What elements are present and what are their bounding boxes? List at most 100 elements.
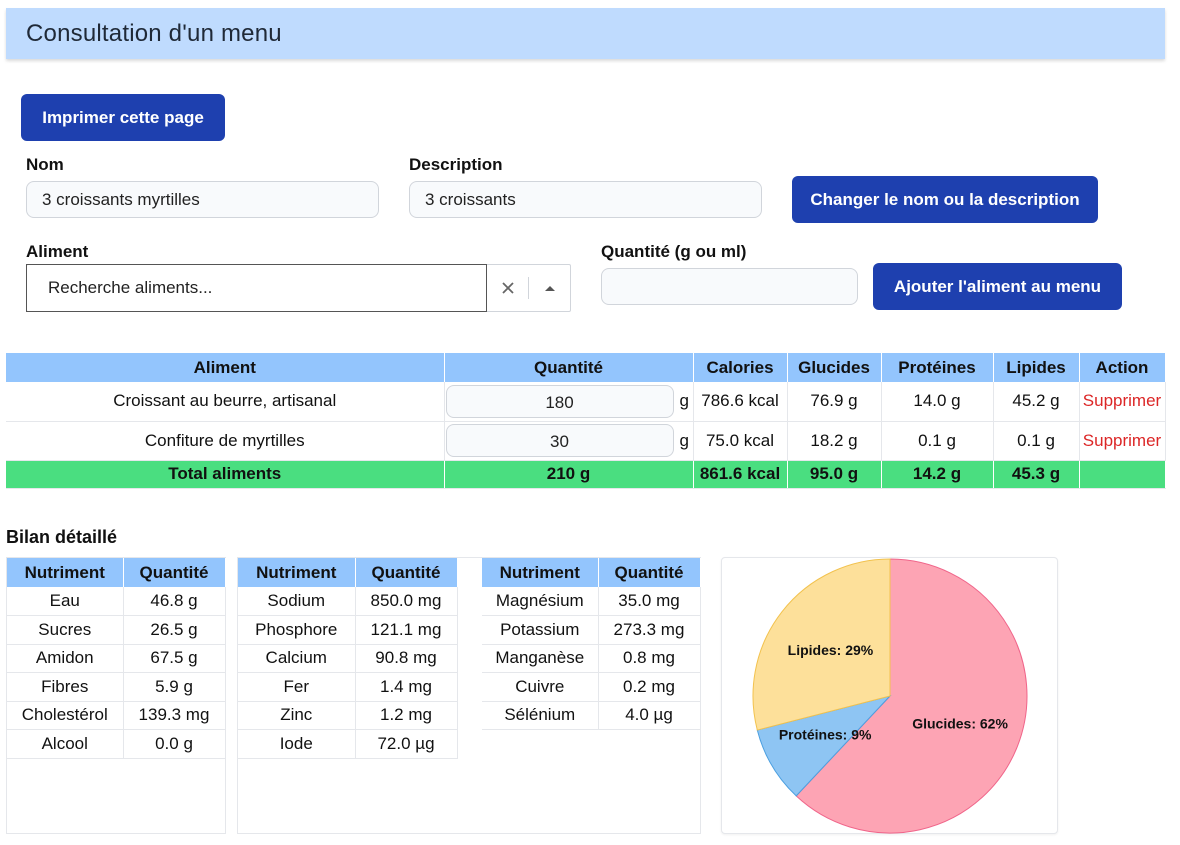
nutrient-quantity: 67.5 g [123, 644, 226, 673]
nutrient-name: Eau [7, 587, 124, 616]
nutrient-row: Calcium 90.8 mg [238, 644, 458, 673]
nutrient-row: Manganèse 0.8 mg [482, 644, 701, 673]
nutrient-row: Phosphore 121.1 mg [238, 615, 458, 645]
unit-label: g [679, 391, 689, 411]
name-label: Nom [26, 155, 64, 174]
nutrient-name: Alcool [7, 729, 124, 759]
nutrient-name: Zinc [238, 701, 356, 730]
nutrient-name: Iode [238, 729, 356, 759]
table-row: Croissant au beurre, artisanal 180 g 786… [6, 382, 1166, 422]
pie-svg: Glucides: 62% Protéines: 9% Lipides: 29% [752, 558, 1028, 834]
nutrient-row: Potassium 273.3 mg [482, 615, 701, 645]
pie-slice-glucides [795, 558, 1028, 834]
quantity-input[interactable]: 180 [445, 384, 674, 418]
nutrient-table-1: Nutriment Quantité Eau 46.8 g Sucres 26.5 g… [7, 558, 226, 759]
nutrient-quantity: 1.4 mg [355, 672, 458, 702]
delete-link[interactable]: Supprimer [1082, 430, 1162, 450]
glucides-cell: 18.2 g [787, 421, 882, 461]
nutrient-table-3: Nutriment Quantité Magnésium 35.0 mg Potas… [482, 558, 701, 730]
nutrient-quantity: 26.5 g [123, 615, 226, 645]
nutrient-quantity: 72.0 µg [355, 729, 458, 759]
nutrient-quantity: 850.0 mg [355, 587, 458, 616]
food-search-combobox[interactable]: Recherche aliments... [26, 264, 571, 312]
clear-icon[interactable] [487, 265, 528, 311]
nutrient-quantity: 46.8 g [123, 587, 226, 616]
table-row: Confiture de myrtilles 30 g 75.0 kcal 18… [6, 421, 1166, 461]
nutrient-name: Sélénium [482, 701, 599, 730]
delete-link[interactable]: Supprimer [1082, 391, 1162, 411]
column-header: Aliment [6, 353, 445, 382]
nutrient-row: Iode 72.0 µg [238, 729, 458, 759]
add-food-button[interactable]: Ajouter l'aliment au menu [873, 263, 1122, 310]
total-proteines: 14.2 g [881, 460, 994, 489]
nutrient-table-3-box: Nutriment Quantité Magnésium 35.0 mg Potas… [482, 558, 701, 730]
nutrient-name: Amidon [7, 644, 124, 673]
total-quantity: 210 g [444, 460, 694, 489]
food-search-input[interactable]: Recherche aliments... [26, 264, 488, 312]
total-glucides: 95.0 g [787, 460, 882, 489]
lipides-cell: 45.2 g [993, 382, 1080, 422]
chevron-up-icon[interactable] [529, 265, 570, 311]
nutrient-table-2: Nutriment Quantité Sodium 850.0 mg Phospho… [238, 558, 458, 759]
nutrient-name: Cuivre [482, 672, 599, 702]
calories-cell: 75.0 kcal [693, 421, 788, 461]
nutrient-name: Phosphore [238, 615, 356, 645]
nutrient-name: Sucres [7, 615, 124, 645]
food-name: Confiture de myrtilles [6, 421, 445, 461]
column-header: Glucides [787, 353, 882, 382]
nutrient-name: Sodium [238, 587, 356, 616]
nutrient-quantity: 0.8 mg [598, 644, 701, 673]
food-label: Aliment [26, 242, 89, 261]
total-lipides: 45.3 g [993, 460, 1080, 489]
food-name: Croissant au beurre, artisanal [6, 382, 445, 422]
column-header: Quantité [598, 558, 701, 587]
nutrient-row: Magnésium 35.0 mg [482, 587, 701, 616]
nutrient-row: Amidon 67.5 g [7, 644, 226, 673]
column-header: Nutriment [7, 558, 124, 587]
quantity-input[interactable]: 30 [445, 424, 674, 457]
nutrient-row: Fer 1.4 mg [238, 672, 458, 702]
column-header: Quantité [444, 353, 694, 382]
pie-label-proteines: Protéines: 9% [779, 726, 872, 742]
bilan-title: Bilan détaillé [6, 527, 118, 547]
lipides-cell: 0.1 g [993, 421, 1080, 461]
column-header: Nutriment [238, 558, 356, 587]
name-field[interactable]: 3 croissants myrtilles [26, 181, 379, 218]
unit-label: g [679, 430, 689, 450]
nutrient-quantity: 1.2 mg [355, 701, 458, 730]
proteines-cell: 0.1 g [881, 421, 994, 461]
menu-table: Aliment Quantité Calories Glucides Proté… [6, 353, 1166, 489]
pie-label-glucides: Glucides: 62% [912, 716, 1008, 732]
column-header: Quantité [123, 558, 226, 587]
nutrient-row: Sodium 850.0 mg [238, 587, 458, 616]
total-calories: 861.6 kcal [693, 460, 788, 489]
proteines-cell: 14.0 g [881, 382, 994, 422]
description-field[interactable]: 3 croissants [409, 181, 762, 218]
column-header: Protéines [881, 353, 994, 382]
nutrient-name: Calcium [238, 644, 356, 673]
glucides-cell: 76.9 g [787, 382, 882, 422]
nutrient-row: Cuivre 0.2 mg [482, 672, 701, 702]
total-row: Total aliments 210 g 861.6 kcal 95.0 g 1… [6, 460, 1166, 489]
change-name-description-button[interactable]: Changer le nom ou la description [792, 176, 1098, 223]
print-button[interactable]: Imprimer cette page [21, 94, 225, 141]
pie-label-lipides: Lipides: 29% [788, 642, 874, 658]
nutrient-row: Eau 46.8 g [7, 587, 226, 616]
column-header: Lipides [993, 353, 1080, 382]
column-header: Calories [693, 353, 788, 382]
column-header: Action [1079, 353, 1166, 382]
macro-pie-chart: Glucides: 62% Protéines: 9% Lipides: 29% [721, 557, 1058, 834]
nutrient-row: Fibres 5.9 g [7, 672, 226, 702]
column-header: Nutriment [482, 558, 599, 587]
nutrient-name: Cholestérol [7, 701, 124, 730]
nutrient-name: Potassium [482, 615, 599, 645]
nutrient-row: Alcool 0.0 g [7, 729, 226, 759]
total-label: Total aliments [6, 460, 445, 489]
nutrient-quantity: 4.0 µg [598, 701, 701, 730]
quantity-label: Quantité (g ou ml) [601, 242, 747, 261]
combo-separator [528, 277, 530, 299]
nutrient-row: Cholestérol 139.3 mg [7, 701, 226, 730]
nutrient-quantity: 121.1 mg [355, 615, 458, 645]
nutrient-row: Sucres 26.5 g [7, 615, 226, 645]
quantity-field[interactable] [601, 268, 858, 305]
